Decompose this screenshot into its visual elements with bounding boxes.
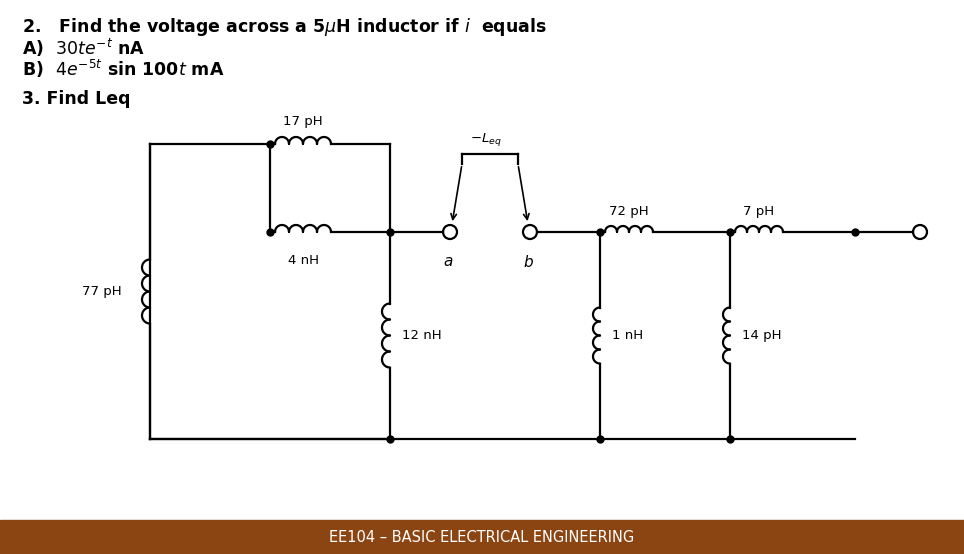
Text: A)  $30te^{-t}$ nA: A) $30te^{-t}$ nA <box>22 37 146 59</box>
Text: 3. Find Leq: 3. Find Leq <box>22 90 130 108</box>
Text: 14 pH: 14 pH <box>742 329 782 342</box>
Text: 12 nH: 12 nH <box>402 329 442 342</box>
Text: 4 nH: 4 nH <box>287 254 318 267</box>
Text: 1 nH: 1 nH <box>612 329 643 342</box>
Text: EE104 – BASIC ELECTRICAL ENGINEERING: EE104 – BASIC ELECTRICAL ENGINEERING <box>330 530 634 545</box>
Text: 17 pH: 17 pH <box>283 115 323 128</box>
Text: 2.   Find the voltage across a 5$\mu$H inductor if $i$  equals: 2. Find the voltage across a 5$\mu$H ind… <box>22 16 547 38</box>
Text: 77 pH: 77 pH <box>82 285 121 298</box>
Bar <box>0 520 964 554</box>
Text: 7 pH: 7 pH <box>743 205 774 218</box>
Text: $-L_{eq}$: $-L_{eq}$ <box>470 131 502 148</box>
Text: 72 pH: 72 pH <box>609 205 649 218</box>
Text: B)  $4e^{-5t}$ sin 100$t$ mA: B) $4e^{-5t}$ sin 100$t$ mA <box>22 58 225 80</box>
Text: $a$: $a$ <box>442 254 453 269</box>
Text: $b$: $b$ <box>522 254 533 270</box>
